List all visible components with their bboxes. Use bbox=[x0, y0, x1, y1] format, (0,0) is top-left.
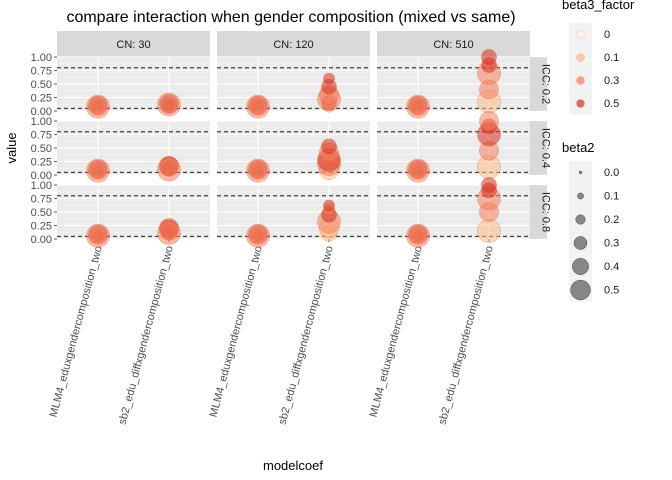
data-point bbox=[246, 223, 270, 248]
legend-label-beta2: 0.5 bbox=[604, 285, 619, 297]
y-tick-label: 1.00 bbox=[31, 52, 52, 64]
y-tick-label: 1.00 bbox=[31, 116, 52, 128]
legend-label-beta2: 0.2 bbox=[604, 214, 619, 226]
row-strip bbox=[530, 121, 547, 175]
data-point bbox=[157, 157, 181, 182]
x-tick-label: sb2_edu_diffxgendercomposition_two bbox=[437, 245, 496, 426]
legend-label-beta2: 0.4 bbox=[604, 261, 619, 273]
legend-key-size bbox=[573, 236, 588, 250]
data-point bbox=[323, 72, 335, 85]
x-tick-label: MLM4_eduxgendercomposition_two bbox=[208, 245, 265, 419]
data-point bbox=[86, 94, 110, 119]
legend-key-size bbox=[577, 192, 584, 200]
legend-key-point bbox=[576, 99, 585, 108]
data-point bbox=[321, 138, 337, 155]
data-point bbox=[157, 221, 181, 245]
y-tick-label: 0.25 bbox=[31, 221, 52, 233]
legend-label-beta3: 0 bbox=[604, 29, 610, 41]
y-tick-label: 0.25 bbox=[31, 157, 52, 169]
data-point bbox=[323, 199, 335, 212]
col-strip-label: CN: 30 bbox=[116, 39, 150, 51]
data-point bbox=[157, 92, 181, 117]
y-tick-label: 0.75 bbox=[31, 66, 52, 78]
legend-key-point bbox=[576, 76, 585, 85]
y-tick-label: 0.00 bbox=[31, 106, 52, 118]
y-tick-label: 0.50 bbox=[31, 79, 52, 91]
legend-label-beta3: 0.5 bbox=[604, 98, 619, 110]
data-point bbox=[481, 177, 497, 193]
col-strip bbox=[377, 31, 530, 57]
row-strip-label: ICC: 0.2 bbox=[540, 64, 552, 104]
legend-title-beta3: beta3_factor bbox=[562, 0, 635, 12]
legend-label-beta3: 0.1 bbox=[604, 52, 619, 64]
data-point bbox=[481, 49, 497, 65]
data-point bbox=[406, 158, 430, 183]
legend-key-size bbox=[578, 170, 583, 175]
row-strip bbox=[530, 185, 547, 239]
legend-key-point bbox=[576, 53, 585, 62]
y-tick-label: 0.75 bbox=[31, 194, 52, 206]
y-tick-label: 0.75 bbox=[31, 130, 52, 142]
data-point bbox=[477, 218, 501, 243]
x-tick-label: sb2_edu_diffxgendercomposition_two bbox=[277, 245, 336, 426]
y-tick-label: 0.25 bbox=[31, 93, 52, 105]
data-point bbox=[86, 158, 110, 183]
data-point bbox=[406, 223, 430, 248]
y-axis-title: value bbox=[4, 132, 19, 163]
legend-label-beta3: 0.3 bbox=[604, 75, 619, 87]
legend-area: beta3_factor 0 0.1 0.3 0.5 beta2 0.0 0.1 0.2 0.3 0… bbox=[562, 0, 635, 302]
data-point bbox=[246, 94, 270, 119]
legend-title-beta2: beta2 bbox=[562, 140, 595, 155]
row-strip-label: ICC: 0.8 bbox=[540, 192, 552, 232]
legend-key-size bbox=[575, 214, 586, 225]
data-point bbox=[406, 94, 430, 119]
row-strip-label: ICC: 0.4 bbox=[540, 128, 552, 168]
x-axis-title: modelcoef bbox=[263, 458, 323, 473]
col-strip bbox=[57, 31, 210, 57]
col-strip bbox=[217, 31, 370, 57]
y-tick-label: 0.50 bbox=[31, 143, 52, 155]
legend-label-beta2: 0.1 bbox=[604, 191, 619, 203]
y-tick-label: 0.00 bbox=[31, 170, 52, 182]
y-tick-label: 1.00 bbox=[31, 180, 52, 192]
y-tick-label: 0.00 bbox=[31, 234, 52, 246]
legend-key-point bbox=[576, 30, 585, 39]
x-tick-label: MLM4_eduxgendercomposition_two bbox=[48, 245, 105, 419]
col-strip-label: CN: 510 bbox=[433, 39, 473, 51]
y-tick-label: 0.50 bbox=[31, 207, 52, 219]
row-strip bbox=[530, 57, 547, 111]
legend-key-size bbox=[570, 279, 591, 301]
data-point bbox=[246, 158, 270, 183]
data-point bbox=[479, 111, 499, 131]
legend-key-size bbox=[572, 258, 589, 275]
legend-label-beta2: 0.3 bbox=[604, 238, 619, 250]
chart-title: compare interaction when gender composit… bbox=[66, 9, 515, 26]
facet-panels: CN: 30 CN: 120 CN: 510 ICC: 0.2 ICC: 0.4 ICC:… bbox=[31, 31, 552, 426]
data-point bbox=[86, 223, 110, 248]
legend-label-beta2: 0.0 bbox=[604, 167, 619, 179]
col-strip-label: CN: 120 bbox=[273, 39, 313, 51]
x-tick-label: sb2_edu_diffxgendercomposition_two bbox=[117, 245, 176, 426]
x-tick-label: MLM4_eduxgendercomposition_two bbox=[368, 245, 425, 419]
